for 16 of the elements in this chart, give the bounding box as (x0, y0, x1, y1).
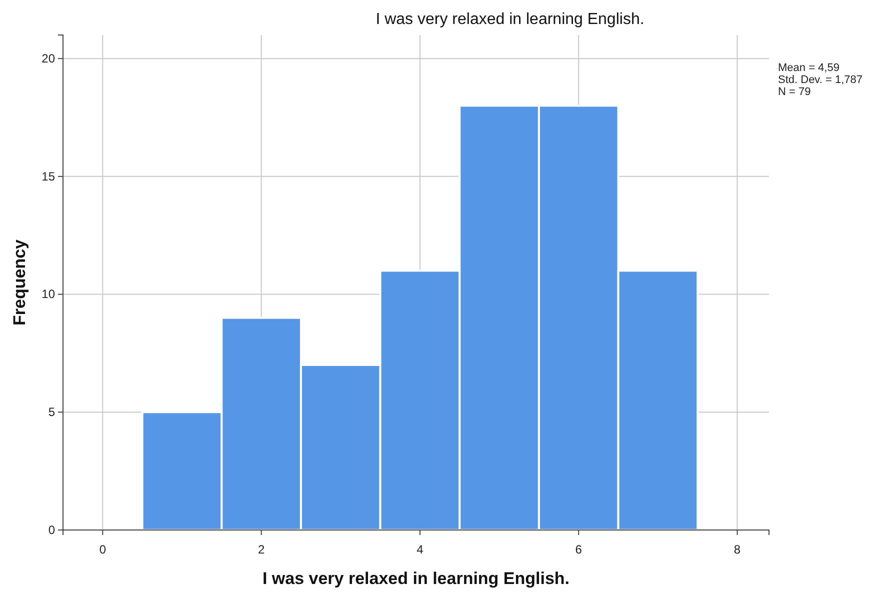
y-tick-label: 15 (42, 169, 56, 184)
x-tick-label: 8 (734, 542, 741, 557)
x-tick-label: 2 (258, 542, 265, 557)
x-tick-label: 4 (416, 542, 424, 557)
x-tick-label: 6 (575, 542, 582, 557)
y-tick-label: 20 (42, 51, 56, 66)
text: N = 79 (778, 86, 811, 98)
text: Mean = 4,59 (778, 62, 840, 74)
y-tick-label: 10 (42, 287, 56, 302)
y-tick-label: 5 (48, 404, 56, 419)
y-tick-label: 0 (48, 522, 56, 537)
x-tick-label: 0 (99, 542, 106, 557)
y-axis-title: Frequency (10, 238, 29, 326)
x-axis-title: I was very relaxed in learning English. (262, 569, 570, 588)
text: Std. Dev. = 1,787 (778, 74, 862, 86)
chart-title: I was very relaxed in learning English. (376, 11, 644, 28)
